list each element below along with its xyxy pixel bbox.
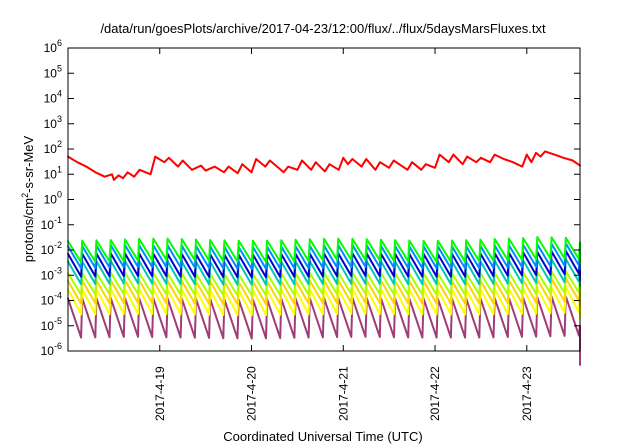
y-tick-label: 10-6 — [41, 341, 62, 358]
y-tick-label: 106 — [44, 38, 62, 55]
y-axis: 10-6 10-5 10-4 10-3 10-2 10-1 100 101 102 103 104 1… — [41, 38, 580, 358]
x-tick-label: 2017-4-20 — [245, 366, 259, 421]
x-axis-label: Coordinated Universal Time (UTC) — [223, 429, 422, 444]
x-axis: 2017-4-19 2017-4-20 2017-4-21 2017-4-22 2017… — [153, 48, 534, 421]
y-tick-label: 102 — [44, 139, 62, 156]
y-tick-label: 100 — [44, 190, 62, 207]
series-line — [67, 150, 581, 181]
chart-title: /data/run/goesPlots/archive/2017-04-23/1… — [100, 21, 546, 36]
y-tick-label: 10-2 — [41, 240, 62, 257]
y-tick-label: 10-3 — [41, 265, 62, 282]
x-tick-label: 2017-4-22 — [428, 366, 442, 421]
x-tick-label: 2017-4-23 — [520, 366, 534, 421]
y-tick-label: 10-4 — [41, 291, 62, 308]
y-tick-label: 10-1 — [41, 215, 62, 232]
y-tick-label: 101 — [44, 164, 62, 181]
x-tick-label: 2017-4-21 — [336, 366, 350, 421]
series-group — [67, 150, 581, 366]
series-line — [67, 236, 581, 265]
y-tick-label: 10-5 — [41, 316, 62, 333]
y-axis-label: protons/cm2-s-sr-MeV — [20, 135, 36, 262]
y-tick-label: 103 — [44, 114, 62, 131]
y-tick-label: 105 — [44, 63, 62, 80]
y-tick-label: 104 — [44, 89, 62, 106]
x-tick-label: 2017-4-19 — [153, 366, 167, 421]
